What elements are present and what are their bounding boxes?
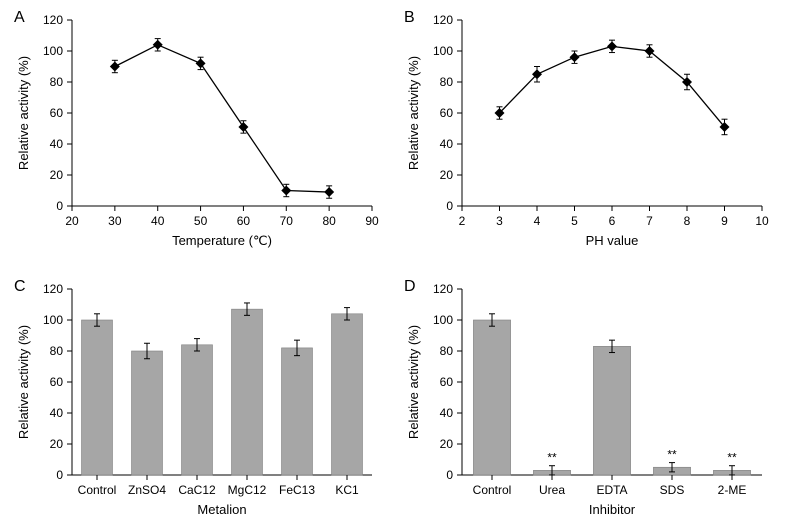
y-tick-label: 100 (43, 313, 63, 327)
y-tick-label: 60 (50, 375, 64, 389)
x-tick-label: 80 (322, 214, 336, 228)
x-tick-label: 70 (280, 214, 294, 228)
figure-container: A020406080100120Relative activity (%)203… (0, 0, 787, 532)
bar (132, 351, 163, 475)
bar (82, 320, 113, 475)
y-tick-label: 40 (50, 406, 64, 420)
x-tick-label: 8 (684, 214, 691, 228)
y-tick-label: 60 (50, 106, 64, 120)
data-marker (153, 40, 163, 50)
panel-A: A020406080100120Relative activity (%)203… (10, 4, 393, 260)
panel-letter: D (404, 278, 416, 295)
panel-C: C 0 20 40 60 80 100 120 Relative activity (%) Con… (10, 273, 393, 529)
y-tick-label: 120 (43, 13, 63, 27)
x-tick-label: Control (473, 483, 512, 497)
y-tick-label: 20 (440, 437, 454, 451)
x-axis-label: PH value (586, 233, 639, 248)
x-tick-label: 30 (108, 214, 122, 228)
bar (232, 309, 263, 475)
y-tick-label: 120 (433, 282, 453, 296)
x-tick-label: EDTA (596, 483, 627, 497)
x-axis-label: Inhibitor (589, 502, 636, 517)
y-tick-label: 0 (56, 199, 63, 213)
y-tick-label: 120 (43, 282, 63, 296)
y-tick-label: 0 (446, 468, 453, 482)
x-tick-label: 50 (194, 214, 208, 228)
y-tick-label: 20 (440, 168, 454, 182)
data-marker (324, 187, 334, 197)
y-tick-label: 40 (440, 137, 454, 151)
x-tick-label: 7 (646, 214, 653, 228)
y-tick-label: 80 (440, 75, 454, 89)
x-tick-label: KC1 (335, 483, 359, 497)
x-tick-label: 9 (721, 214, 728, 228)
x-tick-label: MgC12 (228, 483, 267, 497)
y-axis-label: Relative activity (%) (16, 325, 31, 439)
y-tick-label: 20 (50, 437, 64, 451)
y-axis-label: Relative activity (%) (406, 56, 421, 170)
data-marker (570, 52, 580, 62)
panel-B: B 0 20 40 60 80 100 120 Relative activity (%) 2 3 4… (400, 4, 783, 260)
x-tick-label: 90 (365, 214, 379, 228)
y-tick-label: 80 (50, 344, 64, 358)
panel-letter: A (14, 9, 25, 26)
x-tick-label: CaC12 (178, 483, 216, 497)
x-tick-label: 2-ME (718, 483, 747, 497)
x-tick-label: 3 (496, 214, 503, 228)
y-tick-label: 40 (50, 137, 64, 151)
y-tick-label: 40 (440, 406, 454, 420)
y-tick-label: 0 (446, 199, 453, 213)
y-tick-label: 100 (43, 44, 63, 58)
bar (473, 320, 510, 475)
bar (182, 345, 213, 475)
significance-marker: ** (667, 448, 677, 462)
x-tick-label: FeC13 (279, 483, 315, 497)
x-tick-label: 40 (151, 214, 165, 228)
x-tick-label: 6 (609, 214, 616, 228)
series-line (500, 46, 725, 127)
y-tick-label: 80 (50, 75, 64, 89)
x-tick-label: Control (78, 483, 117, 497)
data-marker (281, 186, 291, 196)
significance-marker: ** (547, 451, 557, 465)
y-tick-label: 0 (56, 468, 63, 482)
bar (332, 314, 363, 475)
x-tick-label: ZnSO4 (128, 483, 166, 497)
bar (282, 348, 313, 475)
y-tick-label: 80 (440, 344, 454, 358)
x-tick-label: 10 (755, 214, 769, 228)
panel-letter: C (14, 278, 26, 295)
y-tick-label: 60 (440, 375, 454, 389)
x-tick-label: 4 (534, 214, 541, 228)
panel-letter: B (404, 9, 415, 26)
bar (593, 346, 630, 475)
data-marker (110, 62, 120, 72)
y-tick-label: 60 (440, 106, 454, 120)
y-tick-label: 100 (433, 44, 453, 58)
y-tick-label: 20 (50, 168, 64, 182)
significance-marker: ** (727, 451, 737, 465)
x-axis-label: Temperature (℃) (172, 233, 272, 248)
x-tick-label: SDS (660, 483, 685, 497)
y-tick-label: 100 (433, 313, 453, 327)
series-line (115, 45, 329, 192)
data-marker (196, 58, 206, 68)
x-tick-label: 2 (459, 214, 466, 228)
x-tick-label: Urea (539, 483, 565, 497)
y-axis-label: Relative activity (%) (16, 56, 31, 170)
x-tick-label: 5 (571, 214, 578, 228)
x-axis-label: Metalion (197, 502, 246, 517)
y-axis-label: Relative activity (%) (406, 325, 421, 439)
data-marker (238, 122, 248, 132)
panel-D: D 0 20 40 60 80 100 120 Relative activity (%) Con… (400, 273, 783, 529)
x-tick-label: 20 (65, 214, 79, 228)
y-tick-label: 120 (433, 13, 453, 27)
data-marker (607, 41, 617, 51)
x-tick-label: 60 (237, 214, 251, 228)
